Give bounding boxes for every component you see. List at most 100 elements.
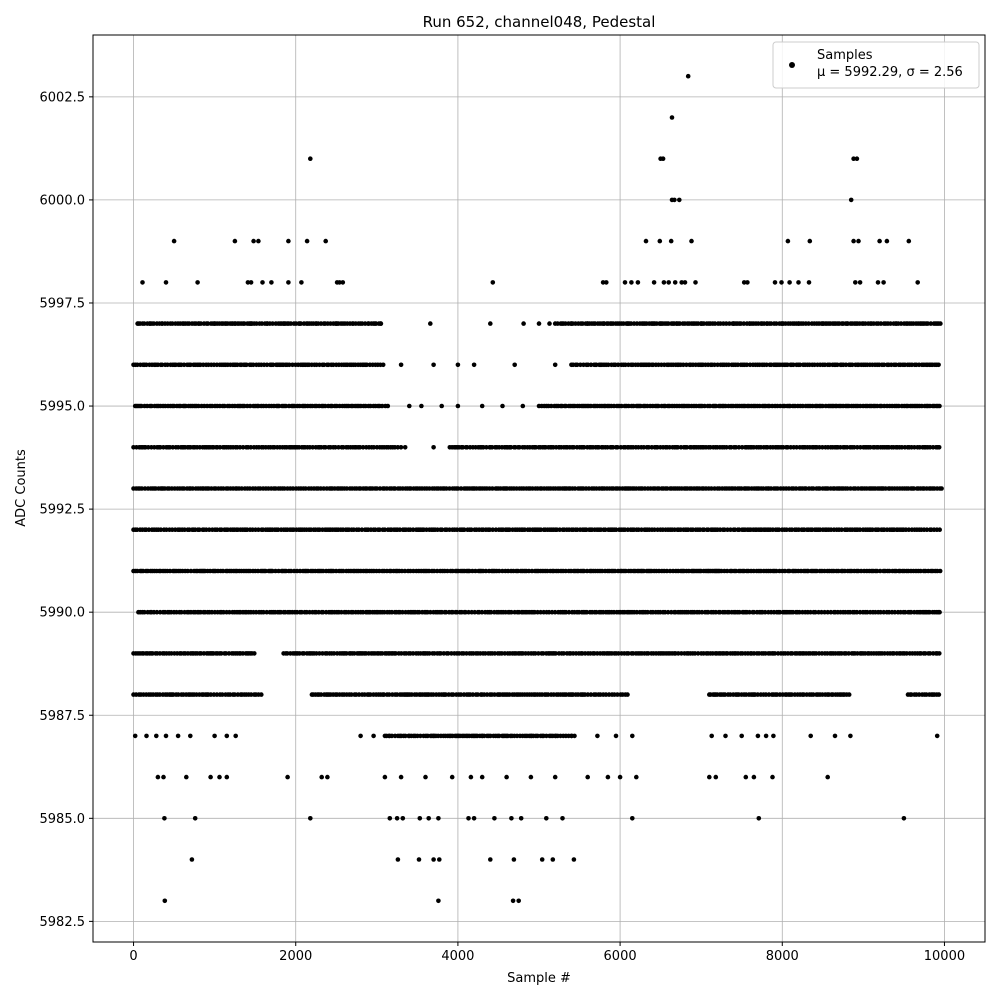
data-point <box>937 651 942 656</box>
data-point <box>936 362 941 368</box>
data-point <box>247 403 253 409</box>
y-tick-label: 5990.0 <box>40 606 86 621</box>
data-point <box>251 238 256 244</box>
data-point <box>188 568 194 574</box>
data-point <box>772 280 778 285</box>
data-point <box>572 486 578 491</box>
data-point <box>771 733 776 739</box>
data-point <box>724 445 729 450</box>
data-point <box>605 774 611 780</box>
plot-frame <box>92 34 986 943</box>
data-point <box>431 733 436 739</box>
data-point <box>308 816 313 821</box>
data-point <box>569 733 574 739</box>
data-point <box>304 238 310 244</box>
data-point <box>777 609 783 615</box>
data-point <box>585 774 590 780</box>
data-point <box>224 774 230 780</box>
x-axis-label: Sample # <box>507 971 571 986</box>
data-point <box>358 733 363 739</box>
data-point <box>398 774 404 780</box>
y-tick-label: 6000.0 <box>40 193 86 208</box>
data-point <box>744 362 750 368</box>
data-point <box>814 568 819 574</box>
data-point <box>793 486 799 491</box>
y-tick-label: 5985.0 <box>40 812 86 827</box>
y-axis-ticks: 5982.5 5985.0 5987.5 5990.0 5992.5 5995.0 5997… <box>40 90 93 930</box>
data-point <box>713 774 719 780</box>
data-point <box>158 527 164 532</box>
data-point <box>584 609 590 615</box>
data-point <box>787 568 792 574</box>
data-point <box>447 486 452 491</box>
data-point <box>224 733 230 739</box>
data-point <box>374 486 380 491</box>
data-point <box>398 445 404 450</box>
data-point <box>938 321 943 326</box>
data-point <box>261 609 266 615</box>
data-point <box>881 362 887 368</box>
data-point <box>604 280 609 285</box>
data-point <box>613 733 619 739</box>
data-point <box>377 527 382 532</box>
data-point <box>560 816 565 821</box>
data-point <box>516 898 521 904</box>
data-point <box>336 445 341 450</box>
data-point <box>857 280 863 285</box>
data-point <box>770 774 775 780</box>
data-point <box>766 692 772 697</box>
data-point <box>780 321 785 326</box>
data-point <box>179 609 184 615</box>
data-point <box>439 403 445 409</box>
data-point <box>232 321 238 326</box>
data-point <box>911 486 917 491</box>
data-point <box>360 445 366 450</box>
data-point <box>239 486 244 491</box>
data-point <box>723 733 728 739</box>
data-point <box>747 321 753 326</box>
data-point <box>256 238 261 244</box>
data-point <box>386 733 392 739</box>
data-point <box>195 280 200 285</box>
data-point <box>585 321 590 326</box>
data-point <box>185 568 190 574</box>
data-point <box>323 445 328 450</box>
data-point <box>615 362 621 368</box>
data-point <box>666 280 671 285</box>
data-point <box>844 321 850 326</box>
x-tick-label: 10000 <box>924 949 965 964</box>
y-tick-label: 5992.5 <box>40 503 86 518</box>
data-point <box>269 280 274 285</box>
data-point <box>934 733 940 739</box>
data-point <box>449 774 455 780</box>
data-point <box>508 445 513 450</box>
data-point <box>496 568 502 574</box>
data-point <box>371 445 377 450</box>
data-point <box>684 445 690 450</box>
data-point <box>848 733 853 739</box>
data-point <box>192 816 198 821</box>
data-point <box>450 692 456 697</box>
data-point <box>736 445 742 450</box>
data-point <box>668 238 674 244</box>
data-point <box>528 733 534 739</box>
data-point <box>188 733 193 739</box>
data-point <box>176 692 181 697</box>
data-point <box>630 816 635 821</box>
data-point <box>248 321 254 326</box>
data-point <box>539 857 545 862</box>
data-point <box>504 733 509 739</box>
data-point <box>613 527 619 532</box>
data-point <box>776 527 782 532</box>
data-point <box>665 609 671 615</box>
data-point <box>794 445 799 450</box>
data-point <box>672 280 678 285</box>
data-point <box>260 280 265 285</box>
data-point <box>811 692 816 697</box>
data-point <box>318 692 324 697</box>
data-point <box>552 609 558 615</box>
data-point <box>270 321 275 326</box>
data-point <box>595 733 600 739</box>
data-point <box>709 733 714 739</box>
